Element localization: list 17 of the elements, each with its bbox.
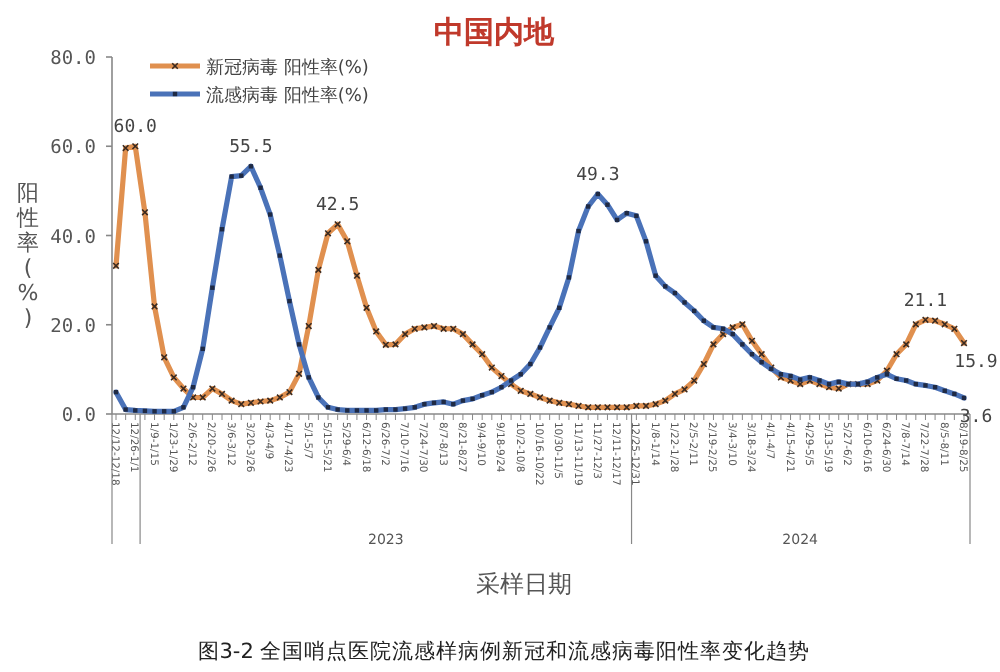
data-label: 49.3 xyxy=(576,166,620,186)
data-label: 60.0 xyxy=(113,118,157,139)
chart-title: 中国内地 xyxy=(434,14,556,50)
data-label: 21.1 xyxy=(903,291,948,312)
y-tick-label: 40.0 xyxy=(50,226,97,249)
y-tick-label: 60.0 xyxy=(50,137,97,160)
y-tick-label: 20.0 xyxy=(50,315,97,338)
y-tick-label: 80.0 xyxy=(50,48,97,70)
data-label: 15.9 xyxy=(954,353,998,374)
x-axis-title: 采样日期 xyxy=(476,570,572,598)
data-label: 55.5 xyxy=(229,138,273,159)
caption: 图3-2 全国哨点医院流感样病例新冠和流感病毒阳性率变化趋势 xyxy=(197,638,811,664)
legend-label: 流感病毒 阳性率(%) xyxy=(206,85,369,107)
y-tick-label: 0.0 xyxy=(61,405,97,427)
y-axis-title: 阳性率(%) xyxy=(15,180,39,331)
data-label: 42.5 xyxy=(315,196,360,217)
legend-label: 新冠病毒 阳性率(%) xyxy=(206,57,369,79)
